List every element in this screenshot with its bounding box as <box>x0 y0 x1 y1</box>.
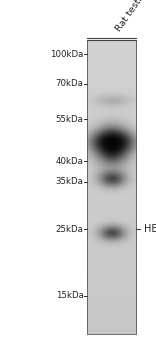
Text: 55kDa: 55kDa <box>56 114 83 124</box>
Text: 35kDa: 35kDa <box>56 177 83 187</box>
Text: HES1: HES1 <box>144 224 156 234</box>
Text: Rat testis: Rat testis <box>114 0 147 33</box>
Text: 40kDa: 40kDa <box>56 156 83 166</box>
Text: 15kDa: 15kDa <box>56 291 83 300</box>
Bar <box>87 40 136 334</box>
Text: 25kDa: 25kDa <box>56 225 83 234</box>
Text: 70kDa: 70kDa <box>56 79 83 89</box>
Text: 100kDa: 100kDa <box>50 50 83 59</box>
